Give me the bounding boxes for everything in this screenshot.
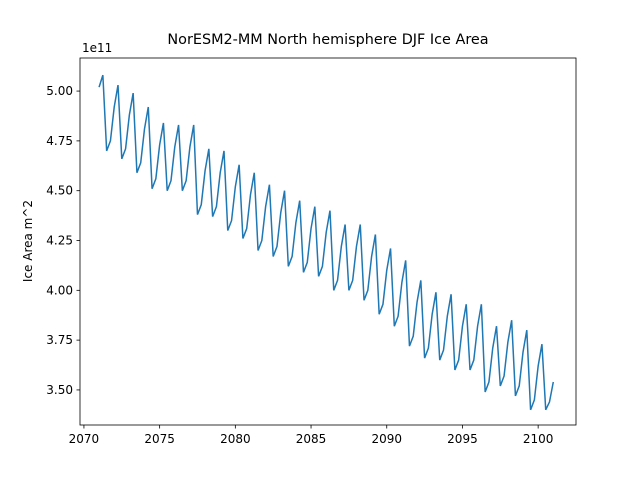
x-tick-label: 2075	[144, 432, 175, 446]
x-tick-label: 2080	[220, 432, 251, 446]
y-offset-label: 1e11	[82, 41, 112, 55]
x-tick-label: 2090	[371, 432, 402, 446]
y-tick-label: 4.25	[46, 234, 73, 248]
x-tick-label: 2095	[447, 432, 478, 446]
x-tick-label: 2070	[69, 432, 100, 446]
y-tick-label: 3.50	[46, 383, 73, 397]
y-tick-label: 3.75	[46, 333, 73, 347]
y-tick-label: 5.00	[46, 84, 73, 98]
y-tick-label: 4.00	[46, 283, 73, 297]
chart-title: NorESM2-MM North hemisphere DJF Ice Area	[167, 32, 488, 48]
y-tick-label: 4.50	[46, 184, 73, 198]
y-axis-label: Ice Area m^2	[21, 200, 35, 282]
x-tick-label: 2100	[523, 432, 554, 446]
x-tick-label: 2085	[296, 432, 327, 446]
data-line	[98, 74, 555, 411]
plot-frame	[79, 57, 577, 426]
y-tick-label: 4.75	[46, 134, 73, 148]
